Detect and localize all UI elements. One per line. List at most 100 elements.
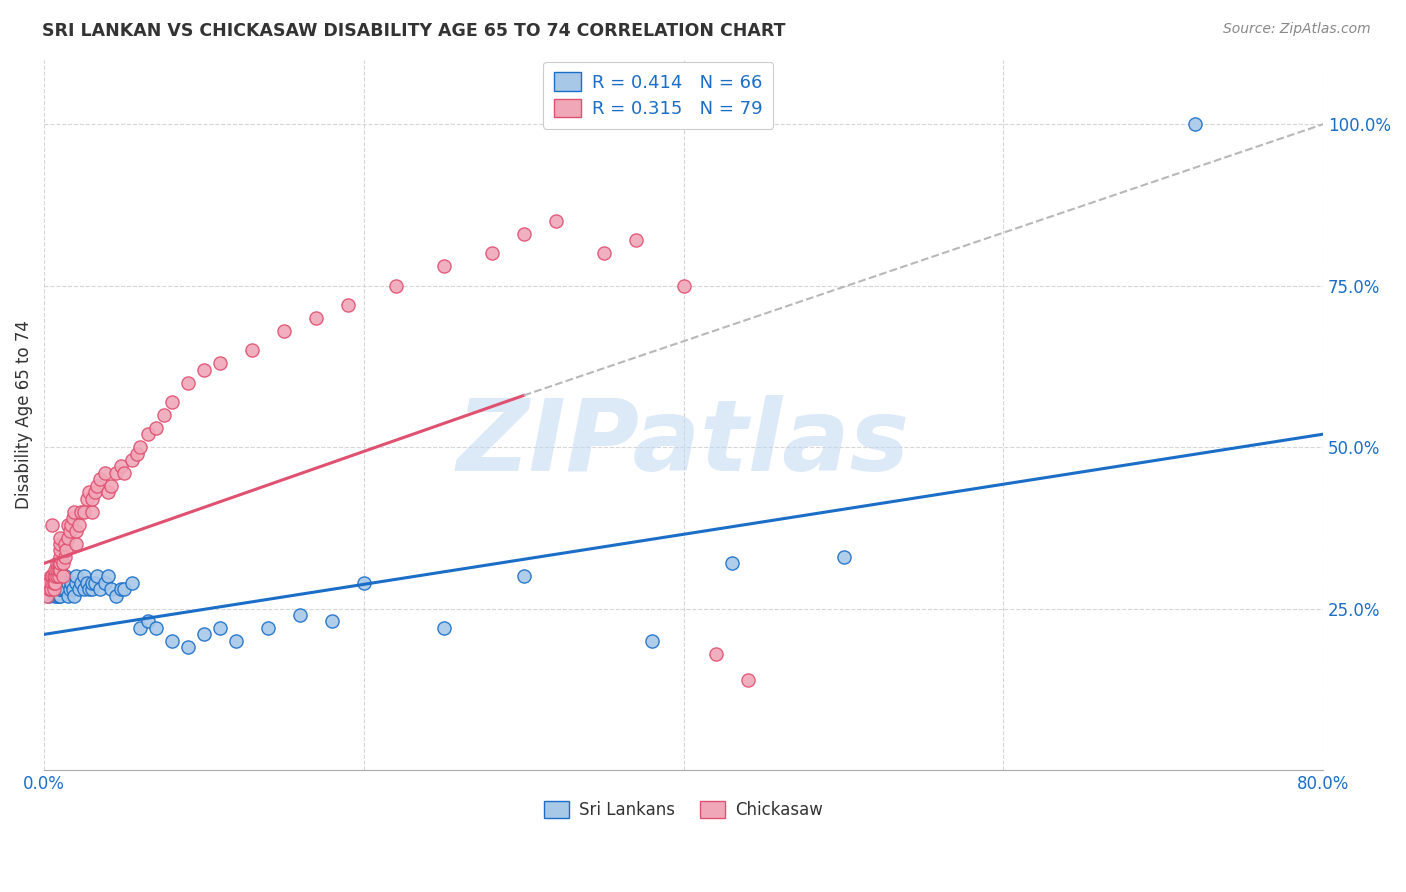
Point <box>86 569 108 583</box>
Point <box>110 582 132 597</box>
Point <box>94 466 117 480</box>
Point <box>89 472 111 486</box>
Point <box>60 575 83 590</box>
Point <box>385 278 408 293</box>
Point <box>65 575 87 590</box>
Point <box>225 633 247 648</box>
Point <box>136 615 159 629</box>
Point <box>121 575 143 590</box>
Point <box>49 589 72 603</box>
Point <box>49 569 72 583</box>
Point <box>39 582 62 597</box>
Point <box>145 421 167 435</box>
Point <box>100 582 122 597</box>
Point <box>52 582 75 597</box>
Point <box>45 582 67 597</box>
Point <box>305 310 328 325</box>
Point <box>39 582 62 597</box>
Point <box>129 621 152 635</box>
Point <box>84 485 107 500</box>
Point <box>52 575 75 590</box>
Y-axis label: Disability Age 65 to 74: Disability Age 65 to 74 <box>15 320 32 509</box>
Point <box>73 582 96 597</box>
Point <box>63 505 86 519</box>
Point <box>48 563 70 577</box>
Point <box>38 582 60 597</box>
Point <box>65 569 87 583</box>
Point <box>41 575 63 590</box>
Point <box>37 582 59 597</box>
Point <box>80 582 103 597</box>
Point <box>44 582 66 597</box>
Point <box>153 408 176 422</box>
Point <box>44 569 66 583</box>
Point <box>56 589 79 603</box>
Point <box>41 569 63 583</box>
Point <box>45 569 67 583</box>
Point <box>160 395 183 409</box>
Point <box>105 589 128 603</box>
Point <box>62 582 84 597</box>
Point <box>86 479 108 493</box>
Point <box>97 485 120 500</box>
Point <box>125 446 148 460</box>
Point <box>77 485 100 500</box>
Point <box>640 633 662 648</box>
Point <box>55 543 77 558</box>
Point <box>94 575 117 590</box>
Point <box>49 531 72 545</box>
Point <box>336 298 359 312</box>
Point <box>193 627 215 641</box>
Point <box>481 246 503 260</box>
Point <box>48 589 70 603</box>
Point <box>44 563 66 577</box>
Point <box>433 259 456 273</box>
Point <box>80 505 103 519</box>
Point <box>76 575 98 590</box>
Point <box>67 582 90 597</box>
Point <box>273 324 295 338</box>
Point <box>73 569 96 583</box>
Point <box>89 582 111 597</box>
Text: SRI LANKAN VS CHICKASAW DISABILITY AGE 65 TO 74 CORRELATION CHART: SRI LANKAN VS CHICKASAW DISABILITY AGE 6… <box>42 22 786 40</box>
Point <box>49 537 72 551</box>
Point <box>53 549 76 564</box>
Point <box>592 246 614 260</box>
Point <box>37 589 59 603</box>
Point <box>544 214 567 228</box>
Point <box>193 362 215 376</box>
Point <box>177 376 200 390</box>
Point <box>288 607 311 622</box>
Point <box>624 234 647 248</box>
Point <box>56 517 79 532</box>
Point <box>65 524 87 538</box>
Point <box>52 569 75 583</box>
Point <box>42 582 65 597</box>
Point <box>73 505 96 519</box>
Point <box>737 673 759 687</box>
Point <box>84 575 107 590</box>
Point <box>48 557 70 571</box>
Point <box>49 563 72 577</box>
Point <box>76 491 98 506</box>
Point <box>321 615 343 629</box>
Text: Source: ZipAtlas.com: Source: ZipAtlas.com <box>1223 22 1371 37</box>
Point <box>49 549 72 564</box>
Point <box>208 621 231 635</box>
Point <box>105 466 128 480</box>
Point <box>49 563 72 577</box>
Point <box>136 427 159 442</box>
Point <box>41 582 63 597</box>
Point <box>97 569 120 583</box>
Point <box>62 511 84 525</box>
Point <box>65 537 87 551</box>
Point <box>42 569 65 583</box>
Point <box>49 543 72 558</box>
Point <box>70 505 93 519</box>
Point <box>60 517 83 532</box>
Point <box>70 575 93 590</box>
Point <box>38 575 60 590</box>
Point <box>49 557 72 571</box>
Point <box>80 575 103 590</box>
Point <box>100 479 122 493</box>
